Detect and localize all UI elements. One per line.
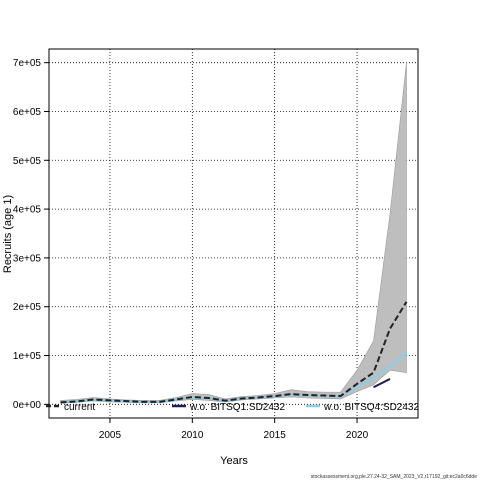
legend-label: w.o. BITSQ1:SD2432 <box>189 402 285 413</box>
legend: current w.o. BITSQ1:SD2432 w.o. BITSQ4:SD2… <box>46 402 419 413</box>
confidence-band <box>60 62 407 404</box>
y-tick-label: 6e+05 <box>13 107 42 118</box>
x-tick-label: 2020 <box>346 430 369 441</box>
y-axis-title: Recruits (age 1) <box>2 195 14 273</box>
y-tick-label: 0e+00 <box>13 400 42 411</box>
y-tick-label: 1e+05 <box>13 351 42 362</box>
series-line-1 <box>373 378 391 389</box>
confidence-band-layer <box>60 62 407 404</box>
x-tick-label: 2010 <box>181 430 204 441</box>
series-lines-layer <box>60 301 408 404</box>
legend-label: current <box>64 402 95 413</box>
x-tick-label: 2005 <box>99 430 122 441</box>
y-tick-label: 7e+05 <box>13 58 42 69</box>
footer-text: stockassessment.org,ple.27.24-32_SAM_202… <box>311 474 477 480</box>
plot-frame <box>48 48 419 419</box>
y-tick-label: 5e+05 <box>13 156 42 167</box>
series-line-0 <box>60 301 408 404</box>
y-tick-label: 2e+05 <box>13 302 42 313</box>
x-tick-label: 2015 <box>264 430 287 441</box>
y-tick-label: 3e+05 <box>13 253 42 264</box>
y-tick-label: 4e+05 <box>13 205 42 216</box>
axes: 2005 2010 2015 2020 0e+00 1e+05 2e+05 3e+05 4e+0… <box>13 58 369 441</box>
x-axis-title: Years <box>220 455 248 467</box>
legend-label: w.o. BITSQ4:SD2432 <box>323 402 419 413</box>
